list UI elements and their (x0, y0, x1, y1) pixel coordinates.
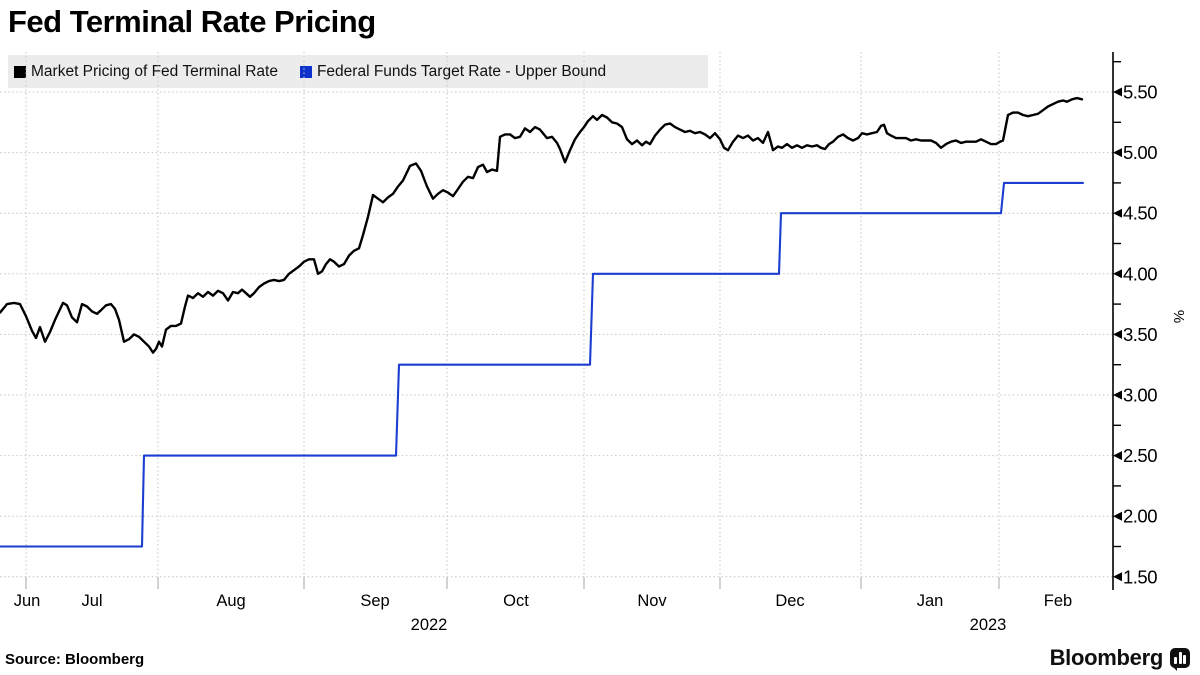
y-tick-label: 3.00 (1123, 385, 1157, 406)
year-label: 2022 (411, 616, 448, 634)
y-major-tick (1113, 390, 1122, 400)
series-fed-funds-line (0, 181, 1085, 548)
x-tick-label: Feb (1044, 592, 1072, 610)
bloomberg-terminal-icon (1170, 648, 1190, 671)
market-pricing-swatch-icon (14, 65, 26, 78)
y-tick-label: 1.50 (1123, 566, 1157, 587)
y-tick-label: 5.00 (1123, 142, 1157, 163)
legend-item-fed-funds: Federal Funds Target Rate - Upper Bound (299, 62, 607, 81)
legend-label: Federal Funds Target Rate - Upper Bound (316, 62, 607, 80)
y-major-tick (1113, 87, 1122, 97)
x-tick-label: Dec (775, 592, 804, 610)
source-credit: Source: Bloomberg (5, 651, 145, 668)
y-major-tick (1113, 269, 1122, 279)
fed-funds-swatch-icon (299, 65, 312, 78)
x-tick-label: Jan (917, 592, 944, 610)
x-tick-label: Aug (216, 592, 245, 610)
y-major-tick (1113, 511, 1122, 521)
bloomberg-logo-text: Bloomberg (1049, 645, 1164, 670)
y-tick-label: 5.50 (1123, 82, 1157, 103)
bloomberg-logo: Bloomberg (1050, 645, 1190, 671)
y-major-tick (1113, 572, 1122, 582)
y-major-tick (1113, 208, 1122, 218)
page-title: Fed Terminal Rate Pricing (8, 4, 376, 39)
x-tick-label: Oct (503, 592, 529, 610)
x-tick-label: Sep (360, 592, 389, 610)
y-tick-label: 2.00 (1123, 506, 1157, 527)
y-tick-label: 4.00 (1123, 263, 1157, 284)
y-tick-label: 3.50 (1123, 324, 1157, 345)
x-tick-label: Jul (81, 592, 102, 610)
year-label: 2023 (970, 616, 1007, 634)
x-tick-label: Jun (14, 592, 41, 610)
legend-item-market-pricing: Market Pricing of Fed Terminal Rate (14, 63, 278, 81)
series-market-pricing-line (0, 96, 1084, 354)
y-major-tick (1113, 451, 1122, 461)
legend-label: Market Pricing of Fed Terminal Rate (31, 62, 278, 80)
y-tick-label: 2.50 (1123, 445, 1157, 466)
y-major-tick (1113, 329, 1122, 339)
y-major-tick (1113, 148, 1122, 158)
x-tick-label: Nov (637, 592, 667, 610)
y-tick-label: 4.50 (1123, 203, 1157, 224)
chart-legend: Market Pricing of Fed Terminal Rate Fede… (8, 55, 708, 88)
y-axis-unit-label: % (1170, 309, 1188, 324)
